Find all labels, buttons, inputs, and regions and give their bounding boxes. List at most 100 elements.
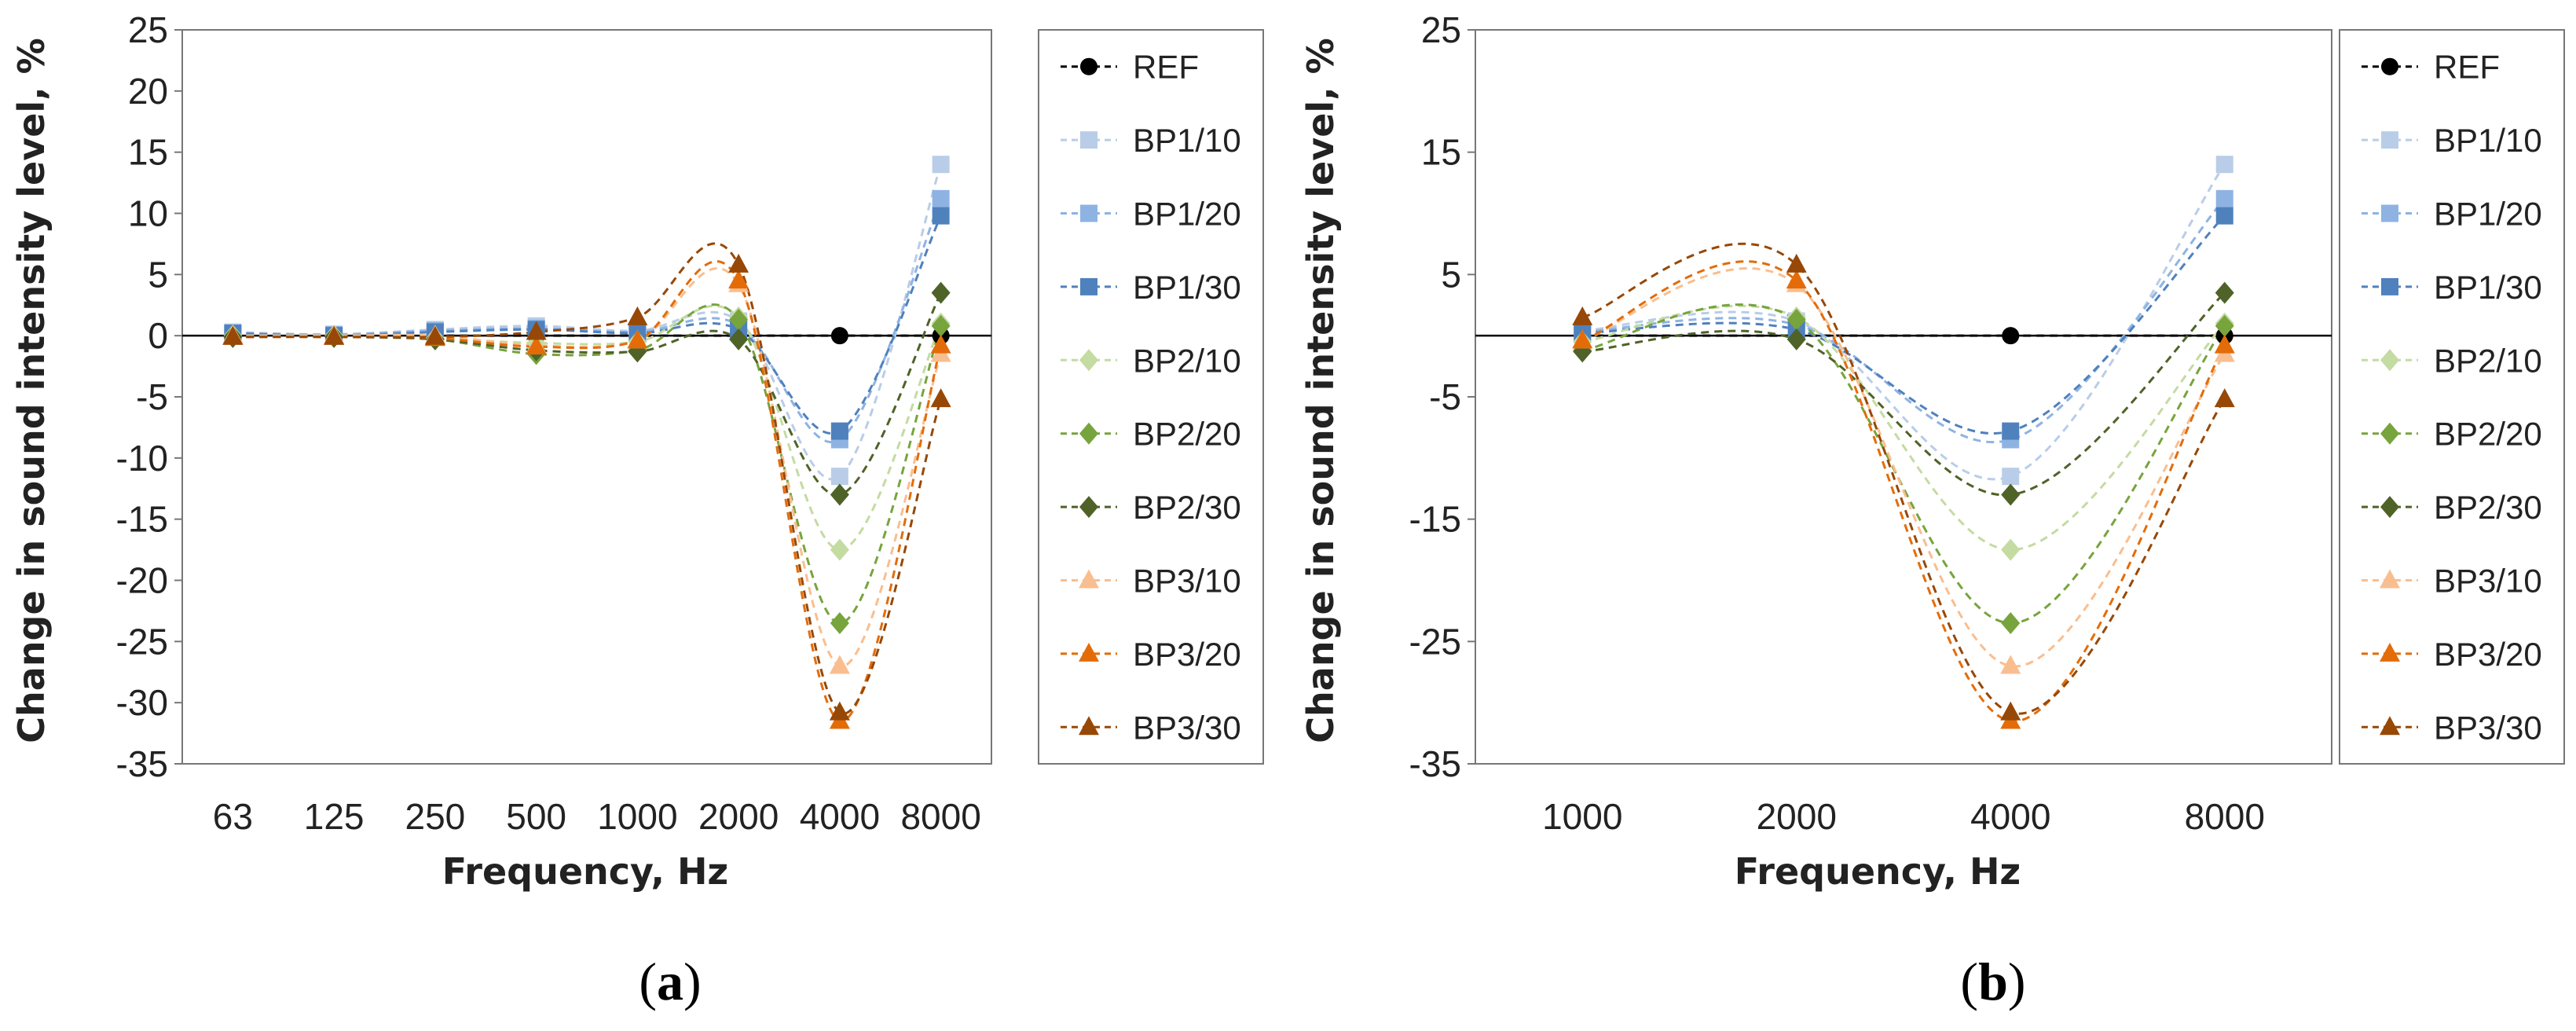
legend-entry: REF — [2362, 49, 2500, 86]
series-line-bp2-10 — [1582, 304, 2226, 552]
y-tick-label: 20 — [128, 71, 168, 112]
legend-label: BP3/10 — [1133, 563, 1241, 600]
data-point — [2214, 388, 2235, 408]
legend-marker — [1079, 569, 1099, 589]
legend-b: REF BP1/10 BP1/20 BP1/30 BP2/10 BP2/20 BP2/30 B… — [2339, 29, 2565, 765]
data-point — [424, 325, 445, 345]
legend-entry: BP2/30 — [1061, 489, 1241, 526]
series-points-bp3-30 — [222, 253, 951, 721]
data-point — [1572, 306, 1593, 325]
series-points-bp1-20 — [224, 189, 950, 449]
series-points-bp2-10 — [1573, 306, 2234, 561]
legend-marker — [2380, 716, 2400, 736]
data-point — [829, 655, 850, 674]
legend-label: BP3/30 — [1133, 709, 1241, 746]
series-line-bp1-20 — [1582, 197, 2226, 443]
x-tick-label: 1000 — [1542, 796, 1622, 837]
data-point — [2001, 538, 2021, 561]
legend-entry: BP2/20 — [2362, 416, 2542, 453]
y-tick-label: -15 — [1409, 499, 1461, 540]
x-tick-label: 63 — [213, 796, 253, 837]
y-tick-label: -10 — [116, 438, 168, 479]
legend-marker — [1079, 642, 1099, 662]
legend-entry: BP1/30 — [2362, 269, 2542, 306]
y-tick-label: -5 — [1429, 376, 1461, 417]
data-point — [2000, 701, 2021, 721]
chart-panel-a: Change in sound intensity level, % Frequ… — [10, 9, 1264, 1011]
series-line-bp3-30 — [233, 242, 943, 715]
plot-area-a — [181, 29, 992, 765]
series-line-bp3-10 — [233, 267, 943, 668]
data-point — [930, 334, 951, 354]
y-tick-label: -25 — [116, 621, 168, 662]
data-point — [222, 325, 244, 345]
legend-entry: BP1/30 — [1061, 269, 1241, 306]
series-line-bp2-30 — [1582, 292, 2226, 497]
legend-label: BP2/30 — [1133, 489, 1241, 526]
x-axis-label-a: Frequency, Hz — [442, 850, 728, 893]
legend-marker — [2380, 496, 2399, 519]
legend-entry: BP1/20 — [2362, 196, 2542, 233]
series-line-bp1-30 — [1582, 215, 2226, 435]
data-point — [930, 388, 951, 408]
y-tick-label: -15 — [116, 499, 168, 540]
legend-marker — [1080, 277, 1097, 295]
data-point — [324, 325, 345, 345]
data-point — [931, 314, 951, 337]
series-line-bp2-30 — [233, 292, 942, 497]
legend-entry: BP1/10 — [1061, 122, 1241, 159]
x-tick-label: 500 — [506, 796, 566, 837]
y-tick-label: -25 — [1409, 621, 1461, 662]
data-point — [2001, 483, 2021, 506]
legend-entry: REF — [1061, 49, 1199, 86]
data-point — [932, 156, 950, 174]
series-points-bp3-20 — [1572, 270, 2235, 729]
data-point — [932, 207, 950, 225]
y-tick-label: -20 — [116, 560, 168, 601]
data-point — [931, 281, 951, 304]
data-point — [829, 701, 850, 721]
legend-entry: BP1/10 — [2362, 122, 2542, 159]
y-tick-label: 15 — [128, 132, 168, 173]
legend-marker — [2381, 277, 2398, 295]
data-point — [1786, 253, 1807, 273]
series-line-bp2-20 — [233, 303, 943, 625]
legend-marker — [1079, 716, 1099, 736]
y-tick-label: -30 — [116, 682, 168, 723]
data-point — [2214, 334, 2235, 354]
legend-label: BP2/10 — [1133, 342, 1241, 379]
legend-marker — [1079, 422, 1098, 445]
legend-marker — [2381, 204, 2398, 222]
legend-entry: BP3/10 — [1061, 563, 1241, 600]
legend-entry: BP2/10 — [1061, 342, 1241, 379]
x-tick-label: 2000 — [1757, 796, 1837, 837]
legend-label: BP1/30 — [1133, 269, 1241, 306]
legend-entry: BP2/30 — [2362, 489, 2542, 526]
y-axis-label-b: Change in sound intensity level, % — [1299, 38, 1342, 743]
series-points-bp3-10 — [1572, 273, 2235, 674]
data-point — [2215, 189, 2233, 207]
data-point — [526, 321, 547, 340]
legend-marker — [2380, 642, 2400, 662]
data-point — [2215, 156, 2233, 174]
legend-entry: BP2/20 — [1061, 416, 1241, 453]
x-axis-label-b: Frequency, Hz — [1735, 850, 2021, 893]
legend-marker — [1080, 57, 1097, 75]
y-tick-label: 25 — [128, 9, 168, 50]
data-point — [830, 611, 849, 634]
data-point — [627, 306, 648, 325]
data-point — [830, 538, 849, 561]
legend-marker — [2381, 131, 2398, 149]
x-tick-label: 8000 — [900, 796, 980, 837]
series-line-bp3-20 — [1581, 260, 2226, 723]
series-points-bp1-30 — [1574, 207, 2233, 440]
data-point — [2002, 327, 2020, 345]
legend-label: BP2/20 — [2434, 416, 2542, 453]
legend-label: BP2/30 — [2434, 489, 2542, 526]
legend-marker — [1079, 349, 1098, 372]
data-point — [2000, 655, 2021, 674]
legend-label: BP2/10 — [2434, 342, 2542, 379]
data-point — [1786, 328, 1806, 350]
chart-panel-b: Change in sound intensity level, % Frequ… — [1299, 9, 2565, 1011]
legend-label: BP3/20 — [1133, 636, 1241, 673]
